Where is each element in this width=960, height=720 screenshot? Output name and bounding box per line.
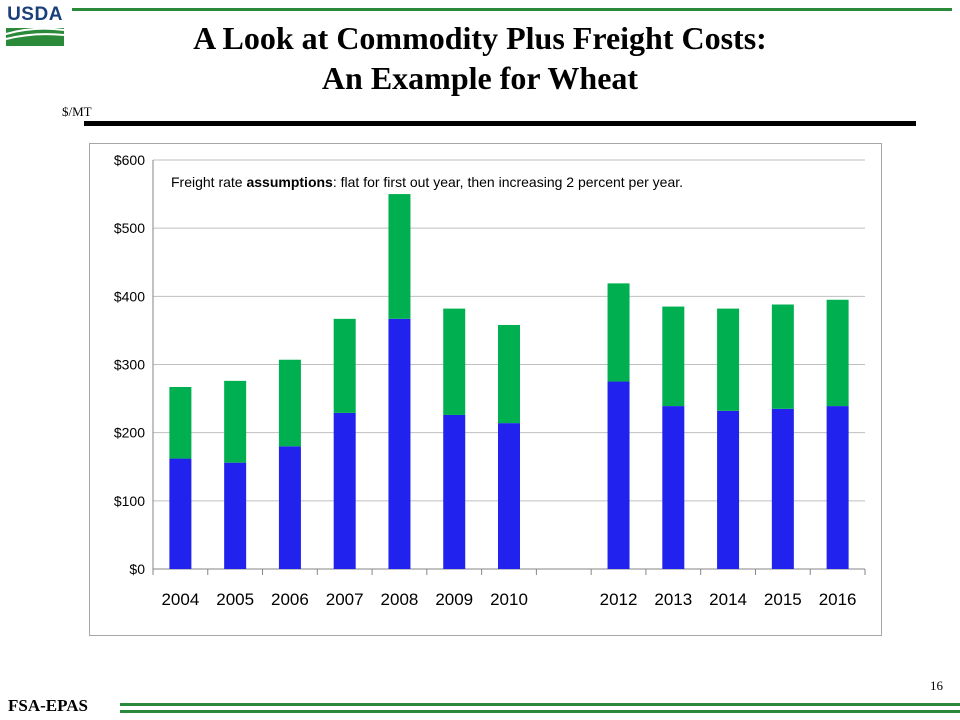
bar-commodity bbox=[278, 446, 301, 569]
footer-rule-top bbox=[120, 703, 960, 706]
bar-freight bbox=[771, 304, 794, 409]
y-tick-label: $600 bbox=[114, 152, 145, 168]
bar-freight bbox=[224, 380, 247, 463]
y-tick-label: $300 bbox=[114, 357, 145, 373]
bar-freight bbox=[826, 299, 849, 407]
unit-label: $/MT bbox=[62, 104, 92, 119]
x-tick-label: 2008 bbox=[381, 590, 419, 609]
x-tick-label: 2007 bbox=[326, 590, 364, 609]
x-tick-label: 2016 bbox=[819, 590, 857, 609]
y-tick-label: $400 bbox=[114, 288, 145, 304]
x-tick-label: 2004 bbox=[161, 590, 199, 609]
title-line-2: An Example for Wheat bbox=[321, 60, 639, 96]
footer-rule-bottom bbox=[120, 710, 960, 713]
slide-title: A Look at Commodity Plus Freight Costs: … bbox=[120, 18, 840, 98]
chart-annotation: Freight rate assumptions: flat for first… bbox=[171, 174, 683, 190]
bar-commodity bbox=[169, 458, 192, 569]
x-tick-label: 2015 bbox=[764, 590, 802, 609]
bar-commodity bbox=[662, 406, 685, 569]
bar-freight bbox=[278, 359, 301, 447]
x-tick-label: 2013 bbox=[654, 590, 692, 609]
bar-freight bbox=[169, 386, 192, 459]
y-tick-label: $200 bbox=[114, 425, 145, 441]
header-rule bbox=[72, 8, 952, 11]
x-tick-label: 2014 bbox=[709, 590, 747, 609]
x-tick-label: 2006 bbox=[271, 590, 309, 609]
y-tick-label: $100 bbox=[114, 493, 145, 509]
bar-commodity bbox=[771, 408, 794, 569]
x-tick-label: 2005 bbox=[216, 590, 254, 609]
bar-freight bbox=[662, 306, 685, 407]
usda-logo: USDA bbox=[4, 4, 66, 48]
bar-commodity bbox=[607, 381, 630, 569]
usda-logo-text: USDA bbox=[7, 4, 63, 25]
bar-freight bbox=[717, 308, 740, 411]
chart-frame bbox=[89, 143, 882, 636]
footer-org: FSA-EPAS bbox=[8, 696, 88, 715]
bar-freight bbox=[607, 283, 630, 382]
x-tick-label: 2012 bbox=[600, 590, 638, 609]
title-underline bbox=[84, 121, 916, 126]
title-line-1: A Look at Commodity Plus Freight Costs: bbox=[193, 20, 767, 56]
bar-freight bbox=[443, 308, 466, 415]
bar-commodity bbox=[498, 423, 520, 569]
bar-freight bbox=[333, 318, 356, 413]
page-number: 16 bbox=[930, 678, 943, 693]
bar-commodity bbox=[443, 414, 466, 569]
bar-freight bbox=[498, 324, 520, 424]
bar-commodity bbox=[826, 406, 849, 569]
bar-commodity bbox=[388, 318, 411, 569]
usda-logo-mark bbox=[5, 27, 65, 46]
y-tick-label: $500 bbox=[114, 220, 145, 236]
chart: $0 $100 $200 $300 $400 $500 $600 2004 2005 2006 20… bbox=[114, 152, 866, 609]
bar-commodity bbox=[333, 412, 356, 569]
x-tick-label: 2010 bbox=[490, 590, 528, 609]
bar-commodity bbox=[224, 462, 247, 569]
x-tick-label: 2009 bbox=[435, 590, 473, 609]
bar-freight bbox=[388, 194, 411, 319]
y-tick-label: $0 bbox=[129, 561, 145, 577]
bar-commodity bbox=[717, 410, 740, 569]
